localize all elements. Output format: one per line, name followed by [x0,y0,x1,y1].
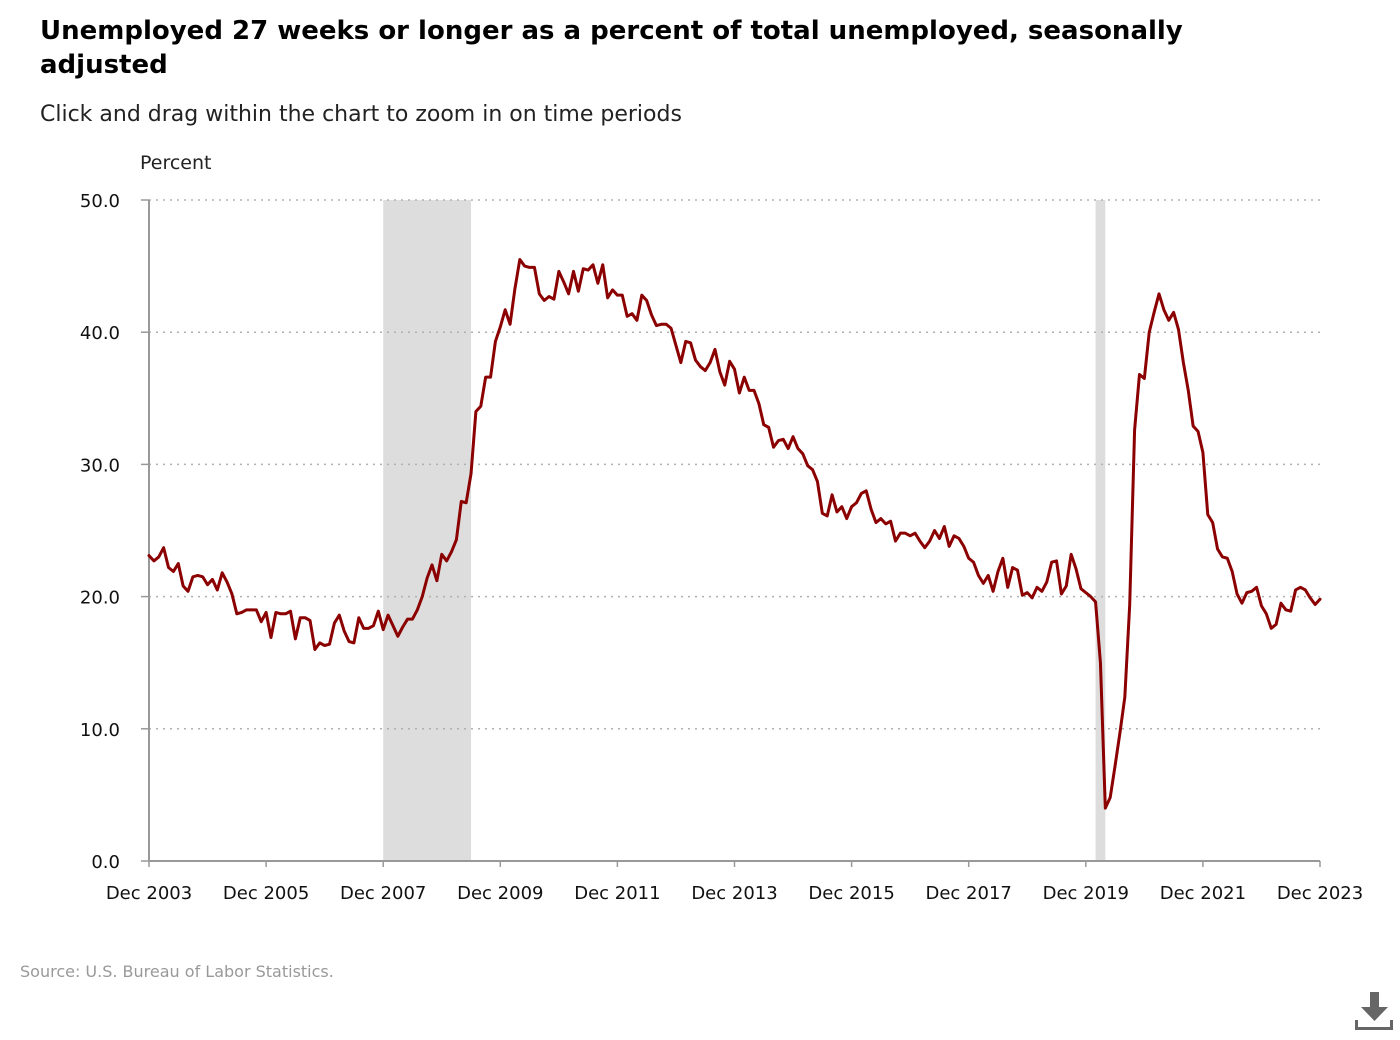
y-tick-label-3: 30.0 [80,455,120,476]
x-tick-labels: Dec 2003 Dec 2005 Dec 2007 Dec 2009 Dec 2011… [106,861,1363,904]
x-tick-label-1: Dec 2005 [223,883,309,904]
x-tick-label-5: Dec 2013 [691,883,777,904]
recession-shading [383,200,1106,861]
x-tick-label-6: Dec 2015 [808,883,894,904]
y-axis-label: Percent [140,152,212,174]
download-icon [1355,992,1393,1030]
x-tick-label-10: Dec 2023 [1277,883,1363,904]
gridlines [141,199,1320,862]
x-tick-label-0: Dec 2003 [106,883,192,904]
x-tick-label-7: Dec 2017 [926,883,1012,904]
chart-title: Unemployed 27 weeks or longer as a perce… [40,16,1183,80]
chart-subtitle: Click and drag within the chart to zoom … [40,102,682,127]
recession-band-1 [1095,200,1106,861]
y-tick-label-4: 40.0 [80,323,120,344]
axes [148,200,1320,862]
series-line-0 [147,257,1322,810]
x-tick-label-2: Dec 2007 [340,883,426,904]
y-tick-labels: 0.0 10.0 20.0 30.0 40.0 50.0 [80,191,120,873]
y-tick-label-1: 10.0 [80,720,120,741]
line-chart[interactable]: 0.0 10.0 20.0 30.0 40.0 50.0 Dec 2003 Dec 2005… [0,0,1400,940]
y-tick-label-0: 0.0 [91,852,120,873]
x-tick-label-8: Dec 2019 [1043,883,1129,904]
series-layer [147,257,1322,810]
source-note: Source: U.S. Bureau of Labor Statistics. [20,962,334,981]
download-button[interactable] [1352,990,1396,1036]
x-tick-label-3: Dec 2009 [457,883,543,904]
y-tick-label-5: 50.0 [80,191,120,212]
y-tick-label-2: 20.0 [80,588,120,609]
x-tick-label-9: Dec 2021 [1160,883,1246,904]
x-tick-label-4: Dec 2011 [574,883,660,904]
